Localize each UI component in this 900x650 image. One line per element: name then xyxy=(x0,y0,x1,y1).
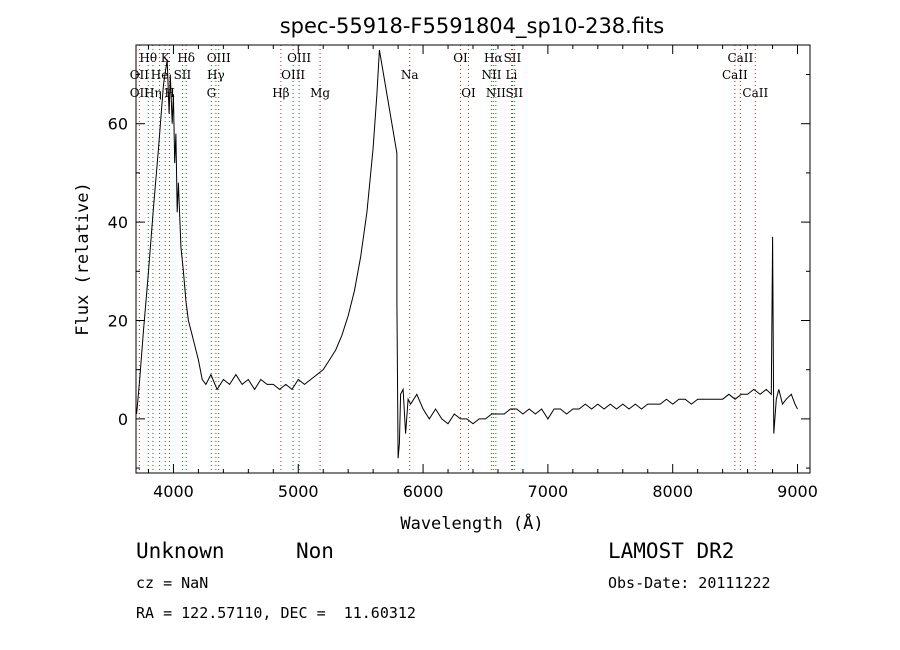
line-label: Hδ xyxy=(177,51,195,65)
x-tick-label: 8000 xyxy=(652,482,693,501)
line-label: Mg xyxy=(310,86,330,100)
line-label: OII xyxy=(130,86,150,100)
line-label: Na xyxy=(401,68,419,82)
line-label: G xyxy=(207,86,217,100)
line-label: Hα xyxy=(484,51,503,65)
x-tick-label: 6000 xyxy=(403,482,444,501)
line-label: Hη xyxy=(144,86,162,100)
line-label: Hθ xyxy=(139,51,157,65)
line-label: OIII xyxy=(281,68,305,82)
y-tick-label: 20 xyxy=(108,311,128,330)
y-tick-label: 0 xyxy=(118,410,128,429)
line-label: CaII xyxy=(727,51,753,65)
x-axis: 4000 5000 6000 7000 8000 9000 xyxy=(147,45,818,501)
plot-frame xyxy=(135,44,811,474)
redshift-cz: cz = NaN xyxy=(136,574,209,592)
spectrum-line xyxy=(136,49,798,459)
x-axis-label: Wavelength (Å) xyxy=(400,512,543,534)
object-subclass: Non xyxy=(296,539,334,563)
line-label: CaII xyxy=(722,68,748,82)
line-label: SII xyxy=(174,68,192,82)
x-tick-label: 5000 xyxy=(278,482,319,501)
observation-date: Obs-Date: 20111222 xyxy=(608,574,771,592)
chart-title: spec-55918-F5591804_sp10-238.fits xyxy=(280,14,665,39)
line-label: SII xyxy=(504,51,522,65)
x-tick-label: 7000 xyxy=(528,482,569,501)
line-label: OIII xyxy=(287,51,311,65)
line-label: Li xyxy=(506,68,518,82)
line-label: OIII xyxy=(207,51,231,65)
line-label: NII xyxy=(486,86,506,100)
line-label: Hγ xyxy=(207,68,225,82)
line-label: NII xyxy=(481,68,501,82)
y-tick-label: 60 xyxy=(108,115,128,134)
line-label: OI xyxy=(453,51,468,65)
survey-name: LAMOST DR2 xyxy=(608,539,735,563)
ra-dec: RA = 122.57110, DEC = 11.60312 xyxy=(136,604,416,622)
line-label: OI xyxy=(461,86,476,100)
x-tick-label: 4000 xyxy=(153,482,194,501)
y-tick-label: 40 xyxy=(108,213,128,232)
line-label: Hβ xyxy=(272,86,289,100)
line-label: SII xyxy=(505,86,523,100)
x-tick-label: 9000 xyxy=(777,482,818,501)
line-label: CaII xyxy=(742,86,768,100)
object-class: Unknown xyxy=(136,539,225,563)
y-axis-label: Flux (relative) xyxy=(73,182,93,336)
y-axis: 0 20 40 60 xyxy=(108,74,810,469)
line-label: K xyxy=(161,51,171,65)
line-markers xyxy=(138,45,756,473)
